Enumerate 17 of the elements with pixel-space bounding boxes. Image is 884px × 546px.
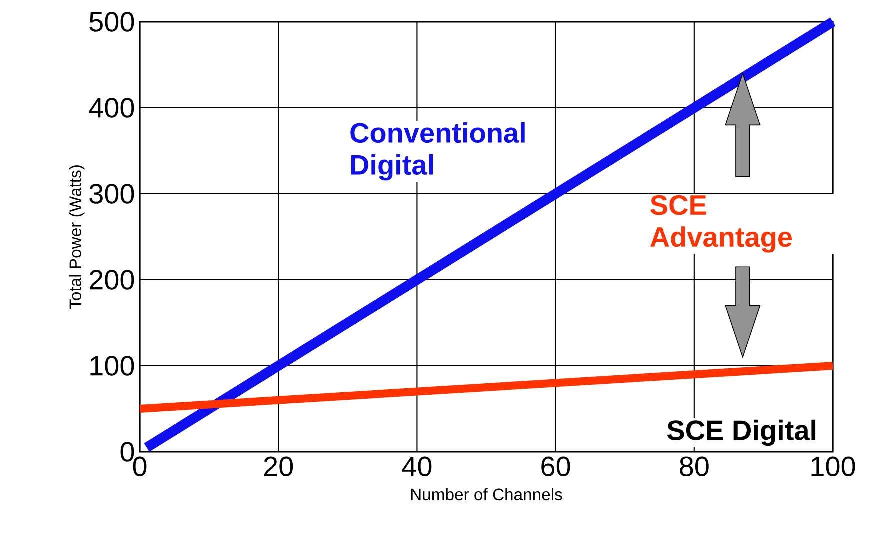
x-tick-label: 40 <box>402 456 432 477</box>
series-label: SCE Digital <box>667 420 816 446</box>
y-tick-label: 200 <box>90 270 134 290</box>
y-tick-label: 400 <box>89 98 134 118</box>
x-tick-label: 100 <box>812 456 856 477</box>
x-axis-title: Number of Channels <box>411 488 562 501</box>
x-tick-label: 80 <box>680 456 709 477</box>
y-tick-label: 500 <box>90 12 134 32</box>
y-tick-label: 0 <box>120 442 134 462</box>
x-tick-label: 0 <box>133 456 147 477</box>
x-tick-label: 20 <box>264 456 294 477</box>
series-label: Conventional Digital <box>350 122 525 181</box>
y-axis-title: Total Power (Watts) <box>69 166 85 310</box>
y-tick-label: 100 <box>90 356 134 376</box>
annotation: SCE Advantage <box>650 195 792 253</box>
y-tick-label: 300 <box>90 184 134 204</box>
x-tick-label: 60 <box>542 456 570 477</box>
